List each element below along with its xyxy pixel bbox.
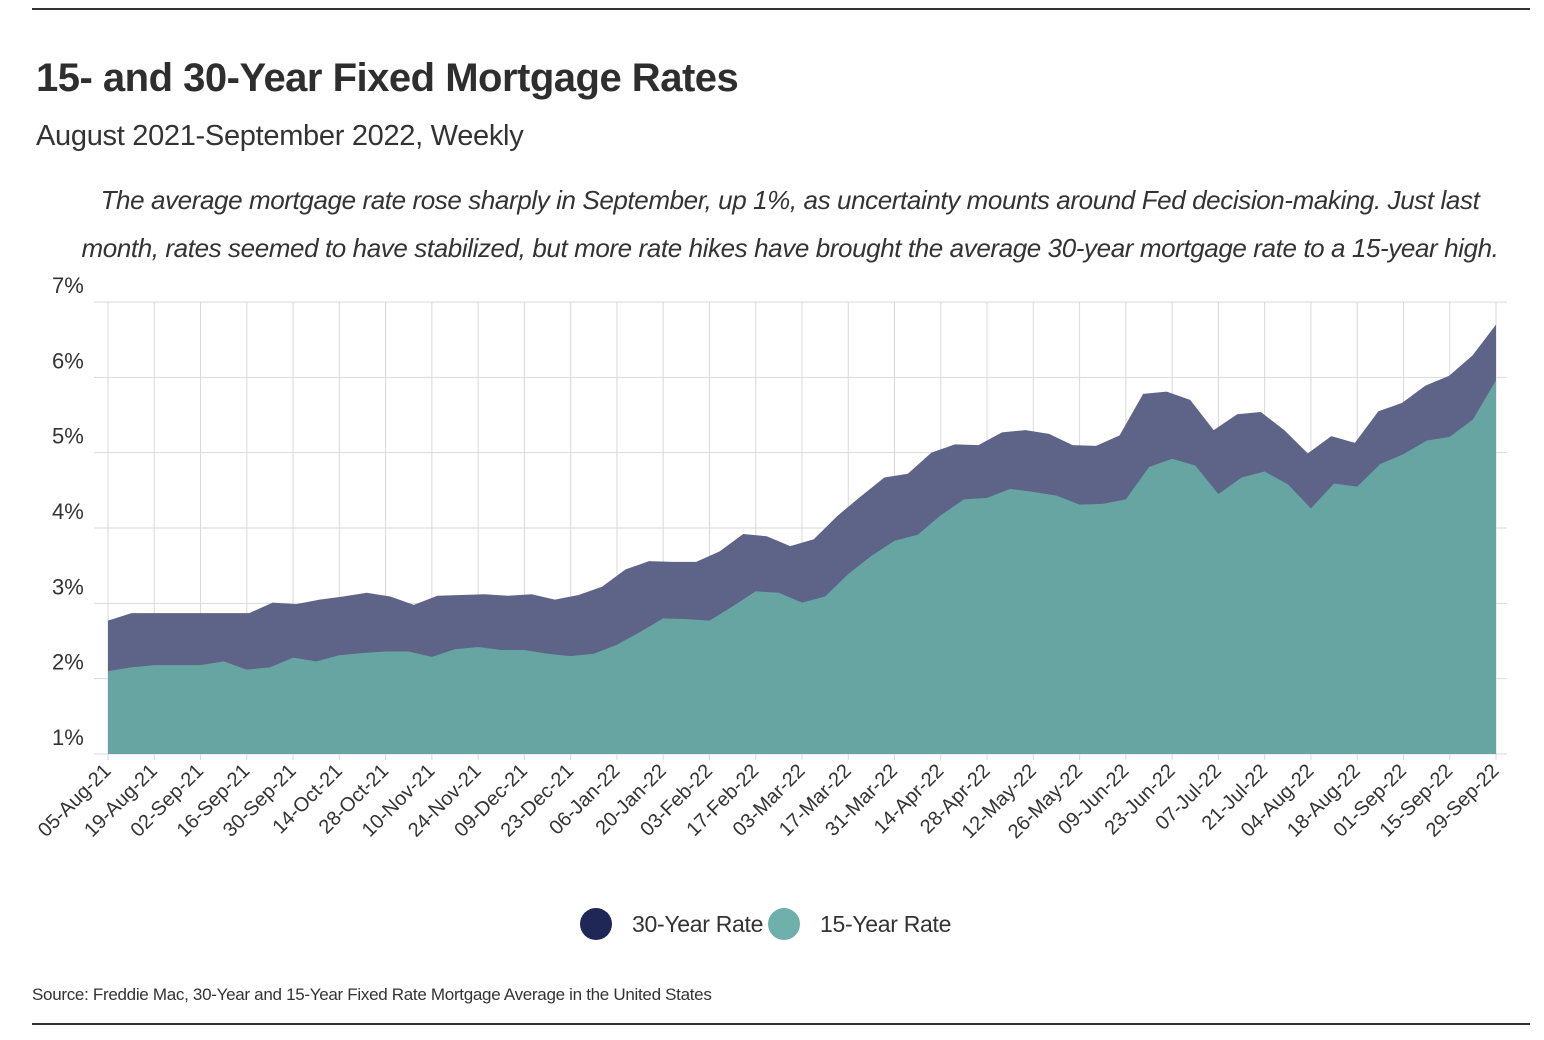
legend-item-15-year: 15-Year Rate — [768, 902, 951, 946]
legend-swatch-15-year — [768, 908, 800, 940]
bottom-rule — [32, 1023, 1530, 1025]
y-tick-label: 4% — [52, 499, 84, 524]
y-tick-label: 1% — [52, 725, 84, 750]
top-rule — [32, 8, 1530, 10]
chart-annotation: The average mortgage rate rose sharply i… — [60, 176, 1520, 272]
y-tick-label: 7% — [52, 273, 84, 298]
y-tick-label: 3% — [52, 574, 84, 599]
y-tick-label: 6% — [52, 348, 84, 373]
series-area-15-year — [108, 380, 1496, 754]
y-tick-label: 5% — [52, 424, 84, 449]
chart-subtitle: August 2021-September 2022, Weekly — [36, 120, 524, 152]
x-axis-ticks: 05-Aug-2119-Aug-2102-Sep-2116-Sep-2130-S… — [34, 760, 1504, 843]
annotation-line-1: The average mortgage rate rose sharply i… — [100, 185, 1480, 215]
legend-swatch-30-year — [580, 908, 612, 940]
area-chart: 1% 2% 3% 4% 5% 6% 7% 05-Aug-2119-Aug-2102-Sep-… — [34, 273, 1507, 843]
legend-item-30-year: 30-Year Rate — [580, 902, 763, 946]
annotation-line-2: month, rates seemed to have stabilized, … — [81, 233, 1499, 263]
legend-label-30-year: 30-Year Rate — [632, 910, 764, 937]
legend-label-15-year: 15-Year Rate — [820, 910, 952, 937]
source-note: Source: Freddie Mac, 30-Year and 15-Year… — [32, 985, 712, 1004]
chart-title: 15- and 30-Year Fixed Mortgage Rates — [36, 56, 739, 100]
y-tick-label: 2% — [52, 650, 84, 675]
y-axis-ticks: 1% 2% 3% 4% 5% 6% 7% — [52, 273, 84, 750]
legend: 30-Year Rate 15-Year Rate — [0, 902, 1544, 946]
series-areas — [108, 324, 1496, 754]
